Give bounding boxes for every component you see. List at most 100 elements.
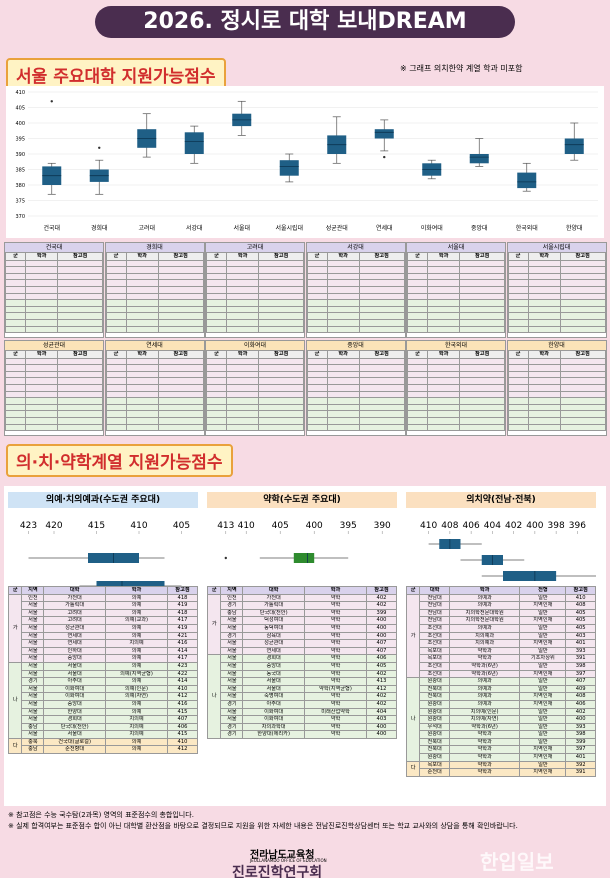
group-cell: 가 (405, 593, 421, 679)
cell (4, 285, 27, 294)
cell (258, 403, 304, 412)
table: 군 학과 참고점 (507, 350, 606, 432)
cell: 400 (365, 722, 398, 732)
cell (406, 312, 429, 320)
box (96, 581, 165, 591)
university-table: 연세대 군 학과 참고점 (104, 340, 205, 436)
x-tick-label: 413 (217, 521, 234, 531)
cell (157, 403, 204, 412)
cell (306, 423, 328, 432)
cell: 가톨릭대 (43, 601, 107, 610)
cell: 407 (166, 715, 199, 724)
cell: 일반 (519, 593, 567, 603)
cell: 서울 (21, 646, 45, 656)
cell (57, 416, 103, 425)
x-tick-label: 한국외대 (516, 224, 538, 232)
cell (125, 292, 159, 301)
box-chart: 370 375 380 385 390 395 400 405 410 건국대 경희대 고려대 서강대 서… (6, 86, 604, 238)
cell: 서울 (21, 661, 45, 671)
cell: 400 (565, 715, 596, 724)
cell (406, 279, 429, 287)
row (306, 318, 405, 327)
section-title-text: 서울 주요대학 지원가능점수 (16, 67, 216, 87)
row (105, 272, 204, 281)
watermark: 한입일보 (480, 850, 554, 874)
cell (427, 318, 461, 327)
cell (105, 312, 127, 320)
cell: 약학 (304, 639, 367, 648)
cell (125, 410, 159, 418)
box (374, 129, 394, 139)
table: 군 학과 참고점 (205, 350, 304, 432)
cell (258, 272, 304, 281)
cell: 서울 (21, 730, 45, 739)
row (205, 370, 304, 379)
cell (105, 397, 127, 405)
cell: 약학과 (448, 737, 521, 747)
cell: 차의과학대 (242, 722, 306, 732)
table-title: 연세대 (105, 341, 204, 350)
cell (226, 397, 260, 405)
row (4, 292, 103, 301)
row: 서울 중앙대 의예 417 (8, 654, 199, 663)
row: 서울 한양대 의예 415 (8, 707, 199, 717)
row (507, 325, 606, 334)
panel-title: 의예·치의예과(수도권 주요대) (8, 492, 198, 508)
cell (427, 410, 461, 418)
table-title: 경희대 (105, 243, 204, 252)
cell (125, 325, 159, 334)
cell (258, 383, 304, 392)
cell: 약학 (304, 593, 367, 603)
row (205, 383, 304, 392)
cell: 418 (166, 593, 199, 603)
cell (105, 285, 127, 294)
cell (326, 285, 360, 294)
cell: 약학 (304, 669, 367, 679)
row: 전북대 약학과 일반 399 (406, 737, 596, 747)
cell: 402 (365, 699, 398, 709)
cell (57, 318, 103, 327)
cell (507, 292, 529, 301)
cell (4, 397, 27, 405)
cell: 원광대 (419, 707, 450, 717)
university-table: 한양대 군 학과 참고점 (506, 340, 607, 436)
row (507, 272, 606, 281)
cell (157, 292, 204, 301)
column-header: 참고점 (459, 252, 505, 261)
row (4, 370, 103, 379)
row (406, 397, 505, 405)
cell: 416 (166, 639, 199, 648)
column-header: 군 (206, 586, 222, 595)
cell (205, 423, 228, 432)
cell: 지역인재 (519, 601, 567, 610)
column-header: 참고점 (166, 586, 199, 595)
cell (4, 410, 27, 418)
row (406, 312, 505, 320)
cell: 의예과 (448, 601, 521, 610)
cell: 407 (365, 646, 398, 656)
notes: ※ 참고점은 수능 국수탐(2과목) 영역의 표준점수의 총합입니다. ※ 실제… (8, 810, 608, 832)
cell (4, 357, 27, 366)
cell (527, 299, 561, 307)
table: 군 학과 참고점 (406, 350, 505, 432)
cell (205, 370, 228, 379)
row (507, 397, 606, 405)
cell (157, 390, 204, 399)
row: 전북대 약학과 지역인재 397 (406, 745, 596, 755)
cell (157, 370, 204, 379)
cell (57, 266, 103, 274)
cell (427, 357, 461, 366)
cell: 약학과 (448, 646, 521, 656)
cell (527, 279, 561, 287)
cell (507, 423, 529, 432)
row (4, 279, 103, 287)
cell (427, 390, 461, 399)
cell: 의예과 (448, 677, 521, 686)
column-header: 군 (406, 350, 429, 359)
cell (507, 390, 529, 399)
row (4, 390, 103, 399)
x-tick-label: 이화여대 (421, 224, 443, 232)
cell (326, 377, 360, 385)
cell (125, 272, 159, 281)
cell: 397 (565, 745, 596, 755)
